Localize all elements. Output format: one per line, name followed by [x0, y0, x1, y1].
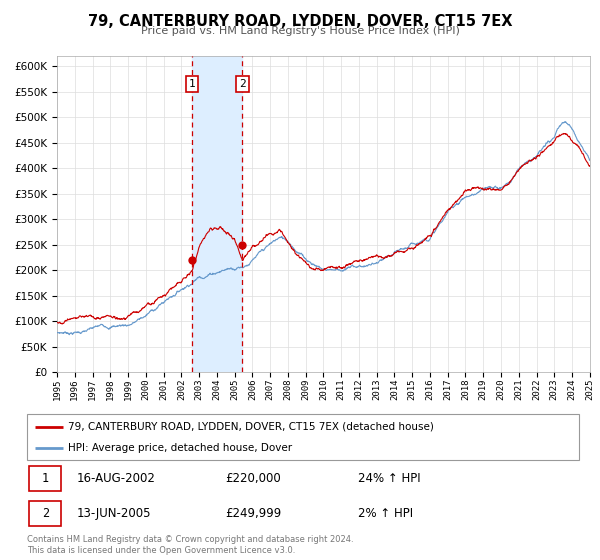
- Text: 24% ↑ HPI: 24% ↑ HPI: [358, 473, 421, 486]
- Text: Contains HM Land Registry data © Crown copyright and database right 2024.
This d: Contains HM Land Registry data © Crown c…: [27, 535, 353, 555]
- Text: Price paid vs. HM Land Registry's House Price Index (HPI): Price paid vs. HM Land Registry's House …: [140, 26, 460, 36]
- Text: £249,999: £249,999: [226, 507, 282, 520]
- Text: 2: 2: [41, 507, 49, 520]
- Text: 2% ↑ HPI: 2% ↑ HPI: [358, 507, 413, 520]
- Text: 79, CANTERBURY ROAD, LYDDEN, DOVER, CT15 7EX (detached house): 79, CANTERBURY ROAD, LYDDEN, DOVER, CT15…: [68, 422, 434, 432]
- Text: HPI: Average price, detached house, Dover: HPI: Average price, detached house, Dove…: [68, 443, 293, 453]
- Text: 1: 1: [189, 79, 196, 89]
- Text: 79, CANTERBURY ROAD, LYDDEN, DOVER, CT15 7EX: 79, CANTERBURY ROAD, LYDDEN, DOVER, CT15…: [88, 14, 512, 29]
- Text: 2: 2: [239, 79, 246, 89]
- Text: £220,000: £220,000: [226, 473, 281, 486]
- Text: 13-JUN-2005: 13-JUN-2005: [77, 507, 151, 520]
- Text: 1: 1: [41, 473, 49, 486]
- FancyBboxPatch shape: [27, 414, 579, 460]
- Bar: [193, 56, 242, 372]
- Text: 16-AUG-2002: 16-AUG-2002: [77, 473, 155, 486]
- FancyBboxPatch shape: [29, 466, 61, 492]
- FancyBboxPatch shape: [29, 501, 61, 526]
